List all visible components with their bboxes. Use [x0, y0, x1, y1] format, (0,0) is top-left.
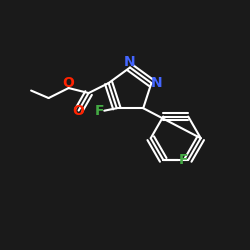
Text: F: F — [94, 104, 104, 118]
Text: N: N — [124, 56, 136, 70]
Text: N: N — [150, 76, 162, 90]
Text: O: O — [63, 76, 74, 90]
Text: F: F — [178, 153, 188, 167]
Text: O: O — [73, 104, 85, 118]
